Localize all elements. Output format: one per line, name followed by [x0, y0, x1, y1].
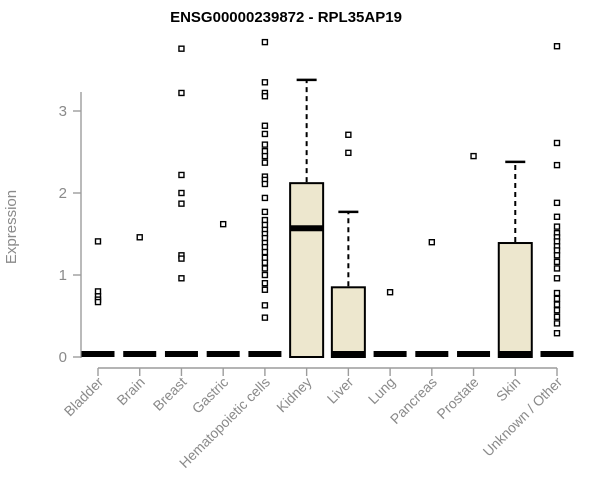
outlier-point-prostate [470, 152, 477, 160]
outlier-point-unknown-other [553, 295, 561, 302]
outlier-point-gastric [219, 220, 227, 228]
x-tick-label-liver: Liver [324, 374, 357, 407]
outlier-point-bladder [94, 298, 102, 306]
outlier-point-hematopoietic-cells [261, 180, 269, 188]
outlier-point-hematopoietic-cells [261, 130, 269, 138]
y-tick-label: 0 [59, 349, 67, 366]
outlier-point-unknown-other [553, 43, 561, 50]
outlier-point-hematopoietic-cells [261, 141, 269, 148]
outlier-point-unknown-other [553, 199, 561, 207]
outlier-point-hematopoietic-cells [261, 159, 269, 166]
x-tick-label-unknown-other: Unknown / Other [480, 374, 566, 460]
median-lung [373, 351, 407, 357]
outlier-point-unknown-other [553, 301, 561, 308]
outlier-point-hematopoietic-cells [261, 208, 269, 216]
outlier-point-liver [345, 131, 352, 138]
x-tick-label-kidney: Kidney [273, 374, 315, 416]
median-gastric [206, 351, 240, 357]
outlier-point-hematopoietic-cells [261, 93, 269, 100]
outlier-point-hematopoietic-cells [261, 38, 269, 46]
outlier-point-hematopoietic-cells [261, 194, 269, 202]
outlier-point-hematopoietic-cells [261, 286, 269, 293]
median-bladder [81, 351, 115, 357]
outlier-point-unknown-other [553, 330, 561, 337]
outlier-point-unknown-other [553, 313, 561, 321]
median-unknown-other [540, 351, 574, 357]
outlier-point-breast [178, 45, 185, 52]
median-pancreas [415, 351, 449, 357]
chart-title: ENSG00000239872 - RPL35AP19 [170, 9, 402, 26]
y-tick-label: 3 [59, 103, 67, 120]
median-brain [123, 351, 157, 357]
outlier-point-unknown-other [553, 275, 561, 282]
outlier-point-pancreas [428, 238, 436, 246]
outlier-point-unknown-other [553, 258, 561, 266]
y-tick-label: 1 [59, 267, 67, 284]
outlier-point-hematopoietic-cells [261, 280, 269, 287]
x-tick-label-lung: Lung [365, 374, 398, 407]
outlier-point-breast [178, 200, 185, 207]
outlier-point-breast [178, 89, 185, 97]
y-axis-label: Expression [3, 190, 20, 264]
outlier-point-hematopoietic-cells [261, 248, 269, 256]
outlier-point-hematopoietic-cells [261, 152, 269, 160]
x-tick-label-brain: Brain [113, 374, 147, 408]
outlier-point-breast [178, 255, 185, 262]
outlier-point-hematopoietic-cells [261, 259, 269, 266]
median-liver [331, 351, 365, 357]
median-breast [164, 351, 198, 357]
boxplot-marks [81, 38, 574, 359]
outlier-point-bladder [94, 238, 102, 245]
outlier-point-lung [386, 289, 394, 296]
outlier-point-hematopoietic-cells [261, 265, 269, 272]
outlier-point-unknown-other [553, 252, 561, 259]
outlier-point-hematopoietic-cells [261, 314, 269, 321]
x-tick-label-breast: Breast [150, 374, 190, 414]
outlier-point-breast [178, 275, 185, 282]
median-prostate [457, 351, 491, 357]
box-kidney [289, 182, 325, 358]
median-kidney [290, 225, 324, 232]
box-liver [330, 286, 366, 358]
outlier-point-brain [136, 234, 143, 241]
median-skin [498, 351, 532, 357]
outlier-point-unknown-other [553, 289, 561, 297]
x-tick-label-prostate: Prostate [433, 374, 481, 422]
outlier-point-unknown-other [553, 139, 561, 147]
outlier-point-hematopoietic-cells [261, 122, 269, 129]
outlier-point-hematopoietic-cells [261, 79, 269, 86]
outlier-point-breast [178, 171, 185, 179]
outlier-point-unknown-other [553, 213, 561, 220]
y-tick-label: 2 [59, 185, 67, 202]
outlier-point-liver [345, 149, 352, 157]
outlier-point-unknown-other [553, 320, 561, 327]
box-skin [497, 242, 533, 359]
outlier-point-hematopoietic-cells [261, 271, 269, 279]
outlier-point-unknown-other [553, 307, 561, 314]
outlier-point-breast [178, 189, 185, 197]
outlier-point-hematopoietic-cells [261, 302, 269, 309]
x-tick-label-skin: Skin [493, 374, 524, 405]
outlier-point-unknown-other [553, 161, 561, 169]
x-tick-label-bladder: Bladder [61, 374, 107, 420]
outlier-point-unknown-other [553, 223, 561, 230]
outlier-point-unknown-other [553, 265, 561, 272]
median-hematopoietic-cells [248, 351, 282, 357]
